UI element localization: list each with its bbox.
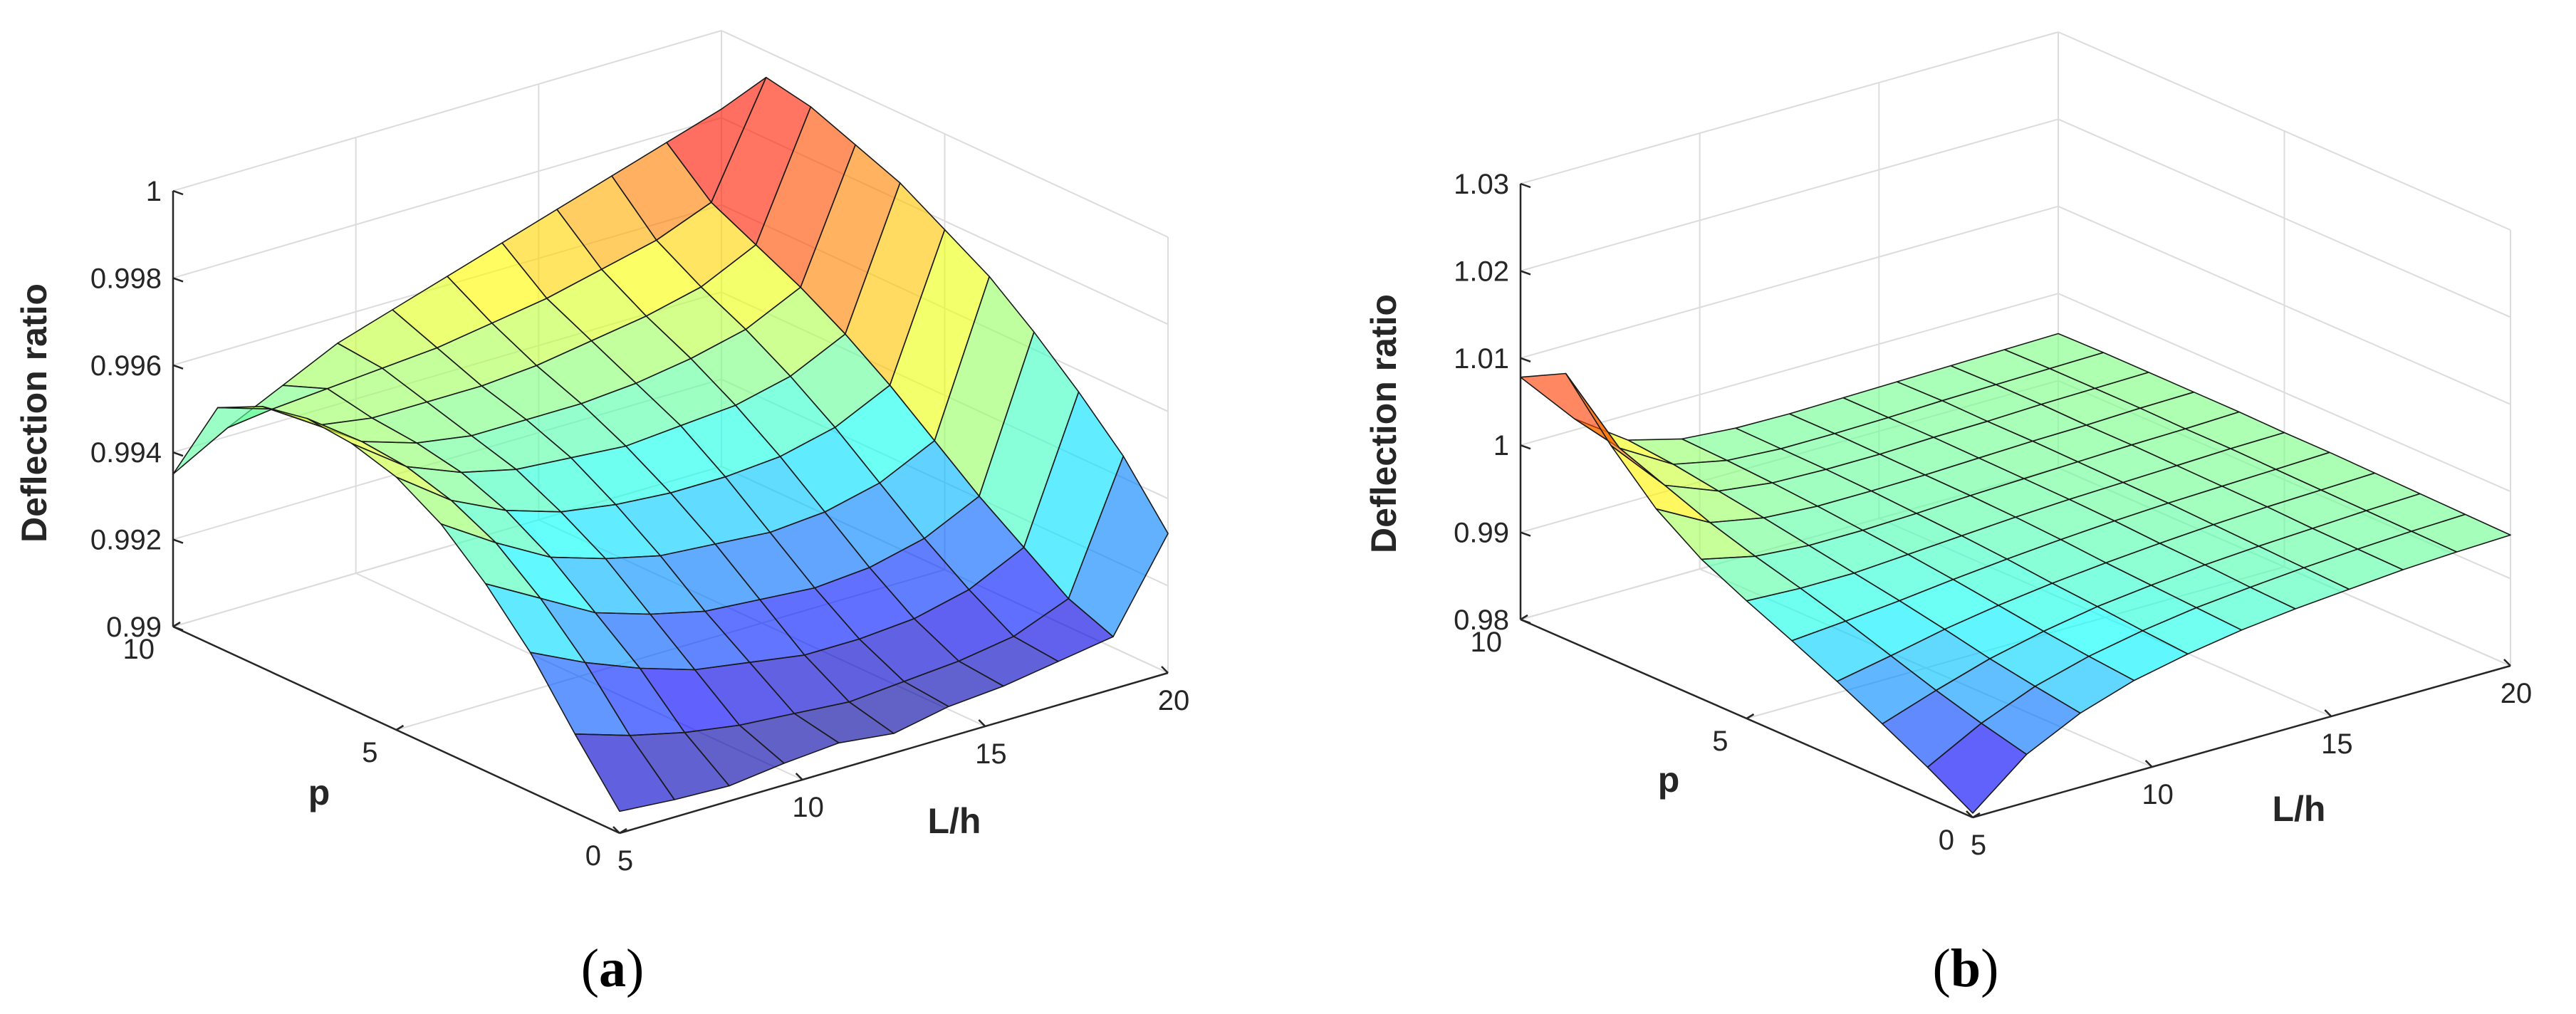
surface-patch (1520, 372, 1620, 449)
y-tick-label: 10 (123, 634, 155, 665)
x-tick-mark (795, 773, 803, 780)
grid-line (2058, 205, 2511, 405)
x-tick-mark (2144, 760, 2153, 768)
grid-line (2058, 31, 2511, 231)
surface-patch (172, 407, 273, 475)
chart-a-zlabel: Deflection ratio (14, 283, 54, 543)
z-tick-mark (172, 364, 184, 370)
grid-line (1520, 293, 2059, 446)
y-tick-mark (172, 621, 181, 628)
x-tick-label: 5 (617, 845, 633, 877)
z-tick-mark (172, 277, 184, 283)
chart-a-xlabel: L/h (928, 801, 981, 841)
grid-line (1520, 205, 2059, 359)
chart-b-axes (1519, 182, 2511, 819)
z-tick-label: 0.99 (106, 612, 162, 643)
z-tick-label: 0.994 (90, 437, 162, 469)
panel-label-a: (a) (581, 939, 645, 998)
y-tick-label: 0 (1939, 825, 1954, 856)
chart-a-surface (172, 76, 1169, 812)
z-tick-label: 0.998 (90, 263, 162, 294)
z-tick-mark (1520, 357, 1531, 362)
z-tick-mark (1520, 531, 1531, 537)
z-tick-mark (172, 189, 184, 196)
y-tick-label: 0 (585, 840, 601, 872)
x-tick-mark (612, 826, 620, 834)
grid-line (2058, 293, 2511, 493)
chart-b-ylabel: p (1658, 760, 1680, 800)
panel-label-b: (b) (1933, 939, 1999, 998)
y-tick-mark (395, 724, 405, 731)
x-tick-label: 15 (2321, 728, 2353, 760)
grid-line (172, 30, 722, 192)
x-tick-mark (1966, 810, 1973, 818)
z-tick-mark (1520, 618, 1531, 624)
x-tick-label: 15 (975, 738, 1007, 770)
y-tick-label: 5 (1712, 726, 1728, 757)
z-tick-mark (1520, 270, 1531, 276)
grid-line (2058, 118, 2511, 318)
surface-patch (574, 733, 675, 812)
grid-line (1520, 31, 2059, 184)
x-tick-mark (978, 719, 986, 727)
y-tick-mark (1972, 812, 1981, 819)
z-tick-mark (1520, 444, 1531, 450)
x-tick-mark (2503, 659, 2511, 667)
x-tick-label: 20 (2501, 678, 2533, 709)
y-tick-label: 10 (1471, 627, 1503, 658)
x-axis-line (619, 671, 1169, 835)
z-tick-mark (172, 538, 184, 544)
y-tick-label: 5 (362, 737, 377, 768)
y-tick-mark (1520, 614, 1528, 621)
chart-a-axes (172, 189, 1169, 835)
z-tick-label: 1 (1493, 430, 1509, 461)
x-tick-label: 10 (792, 792, 824, 823)
surface-patch (1926, 722, 2028, 814)
x-tick-label: 5 (1971, 830, 1986, 861)
z-tick-label: 1 (146, 176, 162, 207)
chart-b-zlabel: Deflection ratio (1364, 294, 1404, 553)
z-tick-label: 0.992 (90, 525, 162, 556)
z-tick-mark (172, 451, 184, 457)
x-tick-label: 20 (1158, 685, 1190, 716)
x-tick-mark (1161, 666, 1169, 674)
z-tick-mark (172, 625, 184, 632)
chart-b-xlabel: L/h (2273, 789, 2326, 829)
z-tick-label: 1.02 (1454, 256, 1509, 287)
grid-line (172, 117, 722, 279)
z-tick-mark (1520, 182, 1531, 189)
z-tick-label: 0.98 (1454, 605, 1509, 636)
z-tick-label: 0.99 (1454, 518, 1509, 549)
x-tick-label: 10 (2142, 779, 2174, 810)
chart-a-ylabel: p (308, 773, 330, 812)
z-tick-label: 1.03 (1454, 169, 1509, 200)
x-axis-line (1972, 664, 2511, 819)
chart-b-surface (1520, 333, 2511, 814)
z-tick-label: 0.996 (90, 350, 162, 382)
y-tick-mark (619, 827, 627, 835)
grid-line (1520, 118, 2059, 272)
x-tick-mark (2324, 709, 2332, 717)
z-tick-label: 1.01 (1454, 343, 1509, 375)
grid-line (721, 30, 1169, 238)
y-tick-mark (1746, 713, 1755, 720)
